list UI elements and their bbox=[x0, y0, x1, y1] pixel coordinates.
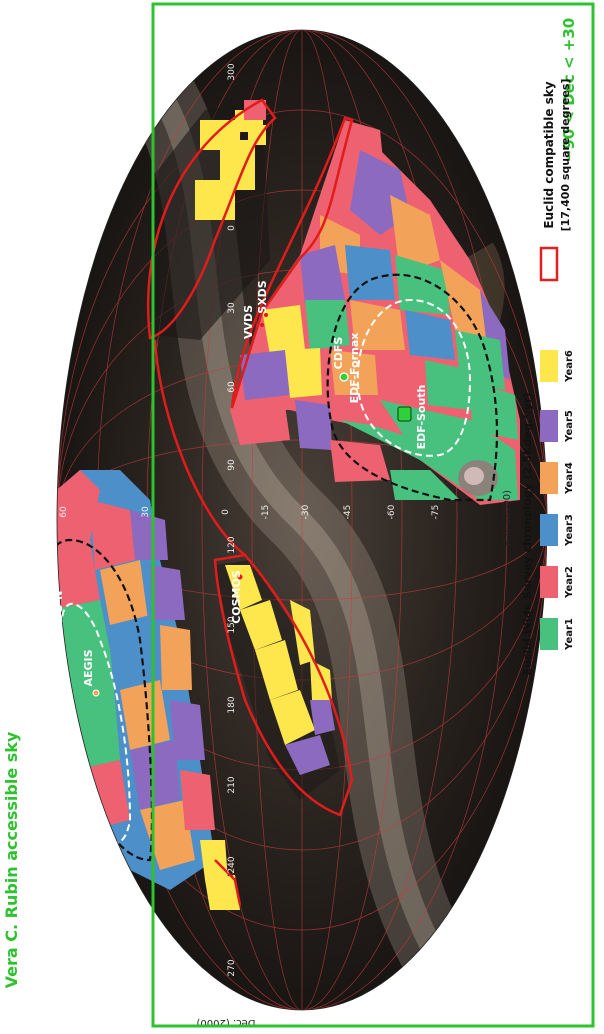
compatible-sky-title: Euclid compatible sky bbox=[542, 81, 556, 228]
ra-tick: 180 bbox=[227, 696, 237, 713]
ra-tick: 270 bbox=[227, 959, 237, 976]
field-labels: EDF-North AEGIS GOODS-N COSMOS VVDS SXDS… bbox=[52, 280, 428, 805]
legend-label-year6: Year6 bbox=[564, 350, 575, 383]
euclid-compatible-outline-cosmos bbox=[213, 553, 354, 817]
dashed-contour-white-south bbox=[356, 298, 472, 457]
rubin-accessible-box bbox=[151, 2, 595, 1028]
rubin-dec-range-label: −90 < Dec < +30 bbox=[560, 18, 578, 162]
dashed-contour-white-north bbox=[60, 602, 132, 844]
label-edf-north: EDF-North bbox=[52, 741, 65, 805]
legend-swatch-year1 bbox=[540, 618, 558, 650]
ra-tick: 300 bbox=[227, 63, 237, 80]
label-sxds: SXDS bbox=[256, 280, 269, 314]
euclid-compatible-outline-south bbox=[230, 116, 354, 409]
compatible-sky-area: [17,400 square degrees] bbox=[559, 79, 572, 232]
survey-tiles-upper-strip bbox=[150, 100, 270, 340]
ra-tick: 90 bbox=[227, 459, 237, 471]
ra-tick: 120 bbox=[227, 536, 237, 553]
ra-tick: 60 bbox=[227, 381, 237, 393]
cdfs-marker bbox=[339, 372, 349, 382]
ra-tick: 30 bbox=[227, 302, 237, 314]
legend-swatch-year5 bbox=[540, 410, 558, 442]
dec-axis-title: Dec. (2000) bbox=[196, 1017, 255, 1028]
edf-south-marker bbox=[397, 406, 412, 422]
chronology-legend: Euclid Wide Survey chronology (2.5Kdeg.2… bbox=[521, 350, 575, 675]
euclid-compatible-outline-north-edge bbox=[153, 339, 246, 556]
dec-tick: 0 bbox=[221, 509, 231, 515]
dashed-contour-black-south bbox=[326, 273, 499, 502]
edf-north-marker bbox=[45, 741, 51, 747]
legend-swatch-year4 bbox=[540, 462, 558, 494]
label-goods-n: GOODS-N bbox=[52, 591, 65, 650]
survey-tiles-south bbox=[230, 120, 520, 505]
dec-tick: -60 bbox=[387, 504, 397, 519]
survey-tiles-cosmos bbox=[215, 560, 340, 800]
euclid-compatible-outline-upper bbox=[146, 98, 277, 340]
aegis-marker bbox=[92, 689, 100, 697]
legend-label-year4: Year4 bbox=[564, 462, 575, 495]
legend-title: Euclid Wide Survey chronology (2.5Kdeg.2… bbox=[521, 393, 534, 676]
dec-tick: -30 bbox=[301, 504, 311, 519]
dec-tick: 60 bbox=[59, 506, 69, 518]
label-edf-fornax: EDF-Fornax bbox=[348, 333, 361, 404]
label-vvds: VVDS bbox=[242, 305, 255, 339]
ra-tick: 210 bbox=[227, 776, 237, 793]
compatible-sky-legend: Euclid compatible sky [17,400 square deg… bbox=[539, 79, 572, 282]
legend-label-year1: Year1 bbox=[564, 618, 575, 651]
sky-projection bbox=[45, 29, 548, 1011]
dec-tick-labels: 60 30 0 -15 -30 -45 -60 -75 bbox=[59, 504, 441, 519]
label-aegis: AEGIS bbox=[82, 649, 95, 686]
euclid-compatible-outline-north-lower bbox=[214, 859, 242, 906]
dec-tick: -15 bbox=[261, 505, 271, 520]
magellanic-cloud-core bbox=[464, 467, 484, 485]
ra-tick: 240 bbox=[227, 856, 237, 873]
ra-tick: 150 bbox=[227, 616, 237, 633]
dec-tick: 30 bbox=[141, 506, 151, 518]
compatible-sky-swatch bbox=[539, 246, 559, 282]
legend-label-year2: Year2 bbox=[564, 566, 575, 599]
legend-swatch-year2 bbox=[540, 566, 558, 598]
ra-tick: 0 bbox=[227, 225, 237, 231]
dec-tick: -75 bbox=[431, 505, 441, 520]
label-cosmos: COSMOS bbox=[230, 570, 243, 624]
legend-label-year5: Year5 bbox=[564, 410, 575, 443]
rubin-accessible-label: Vera C. Rubin accessible sky bbox=[2, 731, 21, 988]
ra-tick-labels: 300 0 30 60 90 120 150 180 210 240 270 bbox=[227, 63, 237, 976]
label-edf-south: EDF-South bbox=[415, 385, 428, 450]
legend-label-year3: Year3 bbox=[564, 514, 575, 547]
cosmos-marker bbox=[237, 574, 243, 580]
sxds-marker bbox=[264, 313, 268, 317]
label-cdfs: CDFS bbox=[332, 337, 345, 370]
legend-swatch-year3 bbox=[540, 514, 558, 546]
legend-swatch-year6 bbox=[540, 350, 558, 382]
vvds-marker bbox=[260, 323, 264, 327]
ra-axis-title: R.A. (2000) bbox=[502, 490, 513, 546]
dec-tick: -45 bbox=[343, 505, 353, 520]
